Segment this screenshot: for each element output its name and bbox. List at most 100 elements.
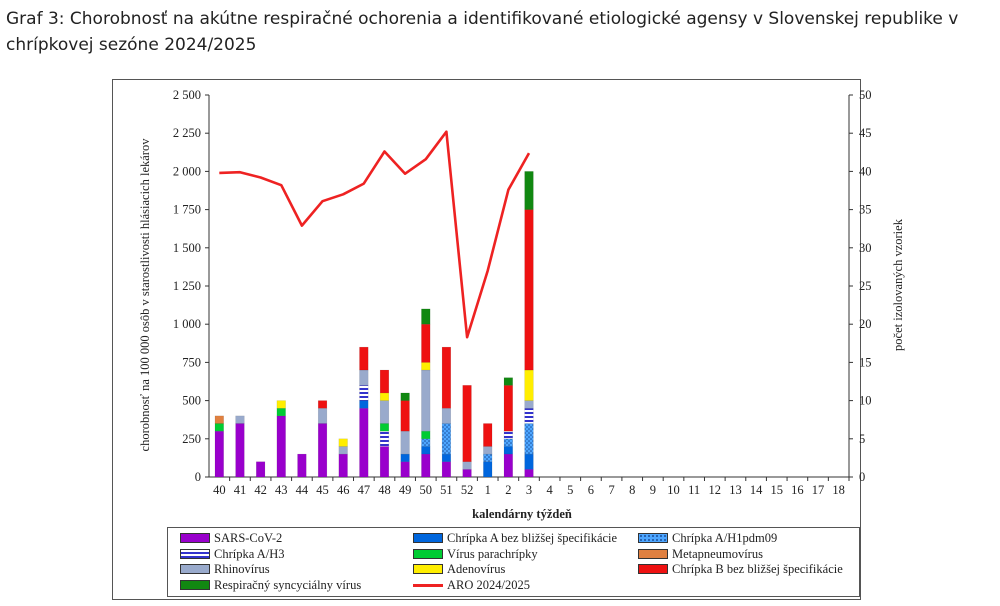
x-tick-label: 9 (650, 483, 656, 497)
y2-tick-label: 20 (859, 317, 872, 331)
bar-segment (379, 430, 390, 447)
legend-swatch (413, 583, 443, 587)
y-tick-label: 2 000 (173, 164, 201, 178)
y-tick-label: 250 (182, 432, 201, 446)
x-tick-label: 42 (254, 483, 267, 497)
legend-swatch (638, 548, 668, 559)
bar-segment (503, 377, 513, 386)
bar-segment (379, 400, 390, 424)
bar-segment (297, 453, 307, 478)
legend-label: Adenovírus (447, 562, 506, 576)
y-tick-label: 2 500 (173, 88, 201, 102)
chart-frame (112, 79, 861, 600)
x-tick-label: 16 (791, 483, 804, 497)
bar-segment (421, 362, 431, 371)
bar-segment (317, 400, 328, 409)
y2-tick-label: 0 (859, 470, 865, 484)
bar-segment (524, 423, 534, 455)
x-tick-label: 45 (316, 483, 329, 497)
legend-swatch (638, 533, 668, 543)
x-tick-label: 8 (629, 483, 635, 497)
bar-segment (441, 407, 452, 424)
x-tick-label: 40 (213, 483, 226, 497)
bar-segment (462, 469, 472, 478)
x-tick-label: 48 (378, 483, 391, 497)
legend-swatch (638, 564, 668, 574)
bar-segment (483, 461, 493, 478)
bar-segment (503, 385, 513, 432)
bar-segment (214, 423, 224, 432)
x-tick-label: 3 (526, 483, 532, 497)
y-tick-label: 1 500 (173, 241, 201, 255)
y-tick-label: 750 (182, 355, 201, 369)
bar-segment (256, 461, 266, 478)
bar-segment (276, 415, 286, 478)
y-tick-label: 1 000 (173, 317, 201, 331)
y2-tick-label: 45 (859, 126, 872, 140)
bar-segment (400, 461, 410, 478)
bar-segment (359, 369, 369, 386)
bar-segment (441, 461, 452, 478)
y-tick-label: 1 750 (173, 203, 201, 217)
bar-segment (421, 446, 431, 455)
bar-segment (421, 430, 431, 440)
bar-segment (400, 400, 410, 432)
x-tick-label: 51 (440, 483, 453, 497)
legend-label: Chrípka B bez bližšej špecifikácie (672, 562, 843, 576)
bar-segment (338, 438, 348, 447)
x-tick-label: 43 (275, 483, 288, 497)
y-tick-label: 2 250 (173, 126, 201, 140)
bar-segment (400, 392, 410, 401)
bar-segment (421, 369, 431, 432)
bar-segment (421, 323, 431, 363)
x-tick-label: 15 (770, 483, 783, 497)
bar-segment (317, 407, 328, 424)
x-tick-label: 7 (608, 483, 614, 497)
bars-layer (214, 171, 534, 478)
bar-segment (524, 369, 534, 401)
bar-segment (483, 446, 493, 455)
bar-segment (400, 453, 410, 462)
y2-tick-label: 5 (859, 432, 865, 446)
bar-segment (338, 446, 348, 455)
y2-tick-label: 10 (859, 394, 872, 408)
bar-segment (462, 461, 472, 470)
x-tick-label: 11 (688, 483, 700, 497)
x-tick-label: 1 (485, 483, 491, 497)
y2-tick-label: 25 (859, 279, 872, 293)
bar-segment (400, 430, 410, 455)
y-tick-label: 500 (182, 394, 201, 408)
bar-segment (524, 171, 534, 210)
legend-label: Rhinovírus (214, 562, 270, 576)
legend-label: Metapneumovírus (672, 546, 763, 561)
x-tick-label: 41 (234, 483, 247, 497)
legend-label: Chrípka A/H1pdm09 (672, 531, 778, 545)
bar-segment (379, 369, 390, 394)
y2-tick-label: 35 (859, 203, 872, 217)
x-tick-label: 10 (667, 483, 680, 497)
bar-segment (359, 400, 369, 409)
bar-segment (524, 407, 534, 424)
bar-segment (483, 423, 493, 447)
bar-segment (421, 438, 431, 447)
x-tick-label: 12 (709, 483, 722, 497)
bar-segment (338, 453, 348, 478)
x-tick-label: 13 (729, 483, 742, 497)
bar-segment (317, 423, 328, 478)
bar-segment (524, 469, 534, 478)
bar-segment (235, 415, 245, 424)
x-tick-label: 46 (337, 483, 350, 497)
legend-swatch (180, 533, 210, 543)
legend-swatch (413, 548, 443, 559)
x-tick-label: 14 (750, 483, 763, 497)
y-tick-label: 0 (195, 470, 201, 484)
legend-label: Respiračný syncyciálny vírus (214, 577, 362, 592)
legend-swatch (180, 564, 210, 574)
legend-label: SARS-CoV-2 (214, 531, 283, 545)
bar-segment (462, 385, 472, 462)
bar-segment (503, 453, 513, 478)
legend-swatch (180, 548, 210, 559)
bar-segment (441, 453, 452, 462)
x-tick-label: 49 (399, 483, 412, 497)
